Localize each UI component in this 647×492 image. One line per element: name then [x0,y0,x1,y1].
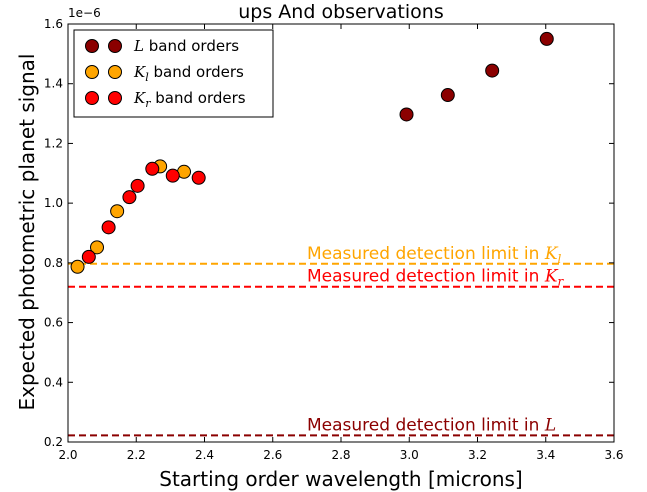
y-tick-label: 1.0 [44,196,63,210]
legend-marker [108,65,122,79]
x-tick-label: 3.0 [400,448,419,462]
detection-limit-label: Measured detection limit in L [307,415,556,435]
x-tick-label: 3.2 [468,448,487,462]
plot-frame [67,23,615,443]
axis-ticks: 2.0 2.2 2.4 2.6 2.8 3.0 3.2 3.4 3.6 0.2 0.4 0.6 0.8 1… [44,17,624,462]
legend-marker [108,91,122,105]
data-point [485,63,500,78]
data-point [191,170,206,185]
legend-entry-label: Kl band orders [133,63,244,84]
y-tick-label: 1.4 [44,77,63,91]
y-tick-label: 1.6 [44,17,63,31]
y-tick-label: 0.6 [44,316,63,330]
x-tick-label: 2.8 [331,448,350,462]
data-point [399,107,414,122]
y-axis-label: Expected photometric planet signal [15,54,39,411]
legend-entry-label: Kr band orders [133,89,246,110]
x-tick-label: 3.4 [536,448,555,462]
chart-title: ups And observations [238,1,443,23]
data-point [110,204,125,219]
data-point [101,220,116,235]
legend-marker [85,39,99,53]
y-tick-label: 0.8 [44,256,63,270]
detection-limit-label: Measured detection limit in Kr [307,267,565,289]
x-tick-label: 2.2 [127,448,146,462]
data-point [145,161,160,176]
legend: L band orders Kl band orders Kr band order… [73,29,274,118]
y-tick-label: 1.2 [44,136,63,150]
data-point [130,178,145,193]
legend-entry-label: L band orders [133,37,239,55]
x-tick-label: 2.6 [263,448,282,462]
legend-marker [108,39,122,53]
legend-box [73,29,274,118]
data-points [70,31,554,274]
data-point [90,240,105,255]
data-point [440,88,455,103]
y-offset-label: 1e−6 [68,6,101,20]
data-point [81,249,96,264]
x-tick-label: 2.4 [195,448,214,462]
detection-limit-label: Measured detection limit in Kl [307,244,562,266]
x-axis-label: Starting order wavelength [microns] [159,467,522,491]
data-point [539,31,554,46]
x-tick-label: 3.6 [604,448,623,462]
y-tick-label: 0.4 [44,375,63,389]
legend-marker [85,65,99,79]
legend-marker [85,91,99,105]
data-point [70,259,85,274]
x-tick-label: 2.0 [58,448,77,462]
data-point [165,168,180,183]
data-point [122,190,137,205]
y-tick-label: 0.2 [44,435,63,449]
